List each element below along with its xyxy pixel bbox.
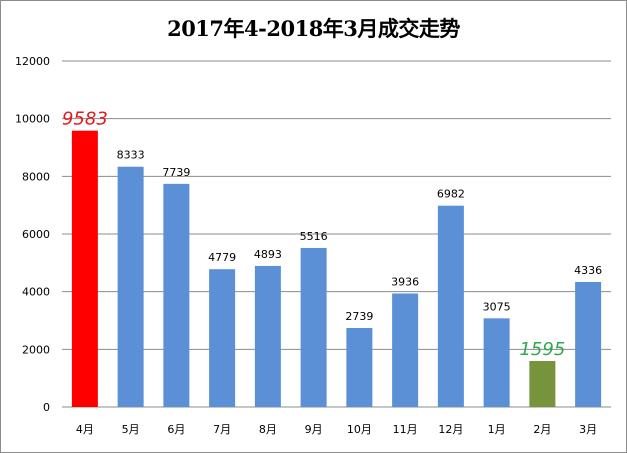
y-tick-label: 8000 xyxy=(22,170,50,183)
bar xyxy=(392,293,419,407)
y-tick-label: 2000 xyxy=(22,343,50,356)
x-tick-label: 6月 xyxy=(167,423,185,436)
x-tick-label: 4月 xyxy=(76,423,94,436)
x-tick-label: 9月 xyxy=(305,423,323,436)
bar xyxy=(254,265,281,407)
data-label: 4893 xyxy=(254,248,282,261)
data-label: 4336 xyxy=(574,264,602,277)
data-label: 8333 xyxy=(117,149,145,162)
bar xyxy=(483,318,510,407)
x-tick-label: 11月 xyxy=(393,423,418,436)
data-label: 5516 xyxy=(300,230,328,243)
y-tick-label: 4000 xyxy=(22,286,50,299)
bar xyxy=(300,247,327,407)
data-label: 6982 xyxy=(437,188,465,201)
x-tick-label: 1月 xyxy=(488,423,506,436)
y-tick-label: 12000 xyxy=(15,55,50,68)
x-tick-label: 2月 xyxy=(533,423,551,436)
data-label: 4779 xyxy=(208,251,236,264)
data-label: 3075 xyxy=(483,300,511,313)
bar xyxy=(575,281,602,407)
data-label: 7739 xyxy=(162,166,190,179)
data-label: 9583 xyxy=(62,109,108,130)
y-tick-label: 10000 xyxy=(15,113,50,126)
bar xyxy=(437,205,464,407)
bar xyxy=(529,361,556,407)
x-tick-label: 12月 xyxy=(438,423,463,436)
bar xyxy=(117,166,144,407)
data-label: 1595 xyxy=(519,339,565,360)
bar xyxy=(163,183,190,407)
y-tick-label: 0 xyxy=(43,401,50,414)
x-tick-label: 10月 xyxy=(347,423,372,436)
bar xyxy=(209,269,236,407)
data-label: 2739 xyxy=(345,310,373,323)
chart-title: 2017年4-2018年3月成交走势 xyxy=(167,16,460,41)
y-tick-label: 6000 xyxy=(22,228,50,241)
x-tick-label: 5月 xyxy=(122,423,140,436)
x-tick-label: 8月 xyxy=(259,423,277,436)
bar xyxy=(71,130,98,407)
x-tick-label: 3月 xyxy=(579,423,597,436)
data-label: 3936 xyxy=(391,276,419,289)
x-tick-label: 7月 xyxy=(213,423,231,436)
bar xyxy=(346,328,373,407)
